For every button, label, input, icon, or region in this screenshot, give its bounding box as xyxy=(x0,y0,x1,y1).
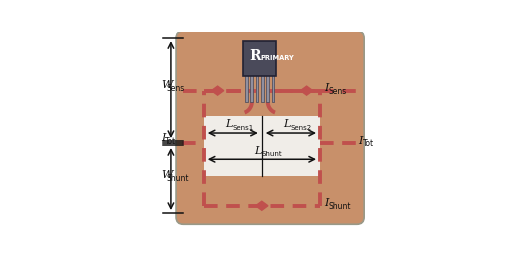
FancyBboxPatch shape xyxy=(243,41,276,76)
Bar xyxy=(261,75,264,102)
Text: Sens: Sens xyxy=(166,84,185,93)
Text: Sens1: Sens1 xyxy=(232,125,253,131)
Text: Tot: Tot xyxy=(362,139,374,148)
Text: I: I xyxy=(324,198,329,208)
Text: Sens: Sens xyxy=(328,87,347,96)
Polygon shape xyxy=(211,86,224,95)
Bar xyxy=(250,75,253,102)
Text: I: I xyxy=(324,83,329,93)
Text: Tot: Tot xyxy=(165,137,177,146)
Text: I: I xyxy=(162,133,166,143)
Bar xyxy=(272,75,274,102)
Text: I: I xyxy=(358,136,363,146)
Bar xyxy=(255,75,259,102)
Text: Sens2: Sens2 xyxy=(290,125,312,131)
FancyBboxPatch shape xyxy=(176,31,364,224)
Text: Shunt: Shunt xyxy=(328,202,351,211)
Text: PRIMARY: PRIMARY xyxy=(261,55,294,61)
Polygon shape xyxy=(255,201,268,210)
Text: Shunt: Shunt xyxy=(262,151,282,157)
Text: L: L xyxy=(225,119,233,129)
Text: L: L xyxy=(284,119,291,129)
Text: R: R xyxy=(250,49,261,62)
Text: Shunt: Shunt xyxy=(166,174,189,183)
Text: W: W xyxy=(162,80,173,91)
Bar xyxy=(245,75,248,102)
Polygon shape xyxy=(301,86,313,95)
Bar xyxy=(266,75,269,102)
Text: W: W xyxy=(162,170,173,180)
Text: L: L xyxy=(254,146,262,156)
Bar xyxy=(204,116,320,176)
